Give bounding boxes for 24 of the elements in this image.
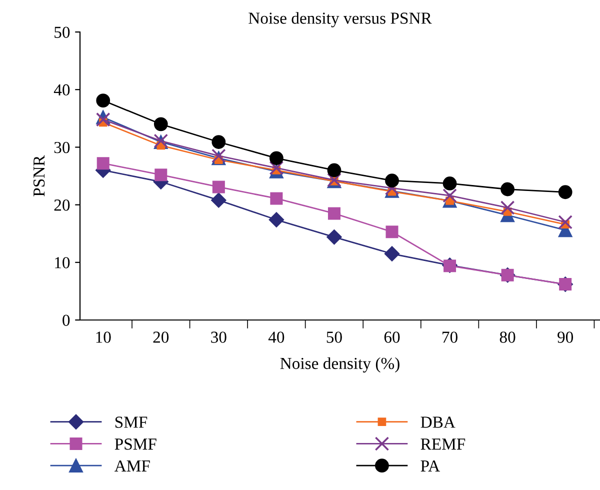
legend-label: REMF [420, 438, 466, 450]
legend-label: PA [420, 460, 440, 472]
x-tick-label: 50 [326, 332, 342, 343]
y-axis-title: PSNR [33, 155, 45, 196]
legend-label: AMF [114, 460, 150, 472]
x-axis-title: Noise density (%) [280, 357, 400, 372]
x-tick-label: 80 [500, 332, 516, 343]
y-tick-label: 40 [54, 84, 70, 96]
x-tick-label: 90 [558, 332, 574, 343]
legend-label: PSMF [114, 438, 156, 450]
y-tick-label: 0 [62, 314, 70, 326]
y-tick-label: 10 [55, 257, 70, 268]
legend-label: DBA [420, 416, 456, 428]
y-tick-label: 20 [54, 200, 70, 211]
x-tick-label: 60 [384, 332, 400, 343]
legend-label: SMF [115, 416, 148, 428]
y-tick-label: 50 [54, 26, 70, 38]
chart-title: Noise density versus PSNR [248, 12, 432, 28]
x-tick-label: 10 [96, 332, 111, 343]
x-tick-label: 70 [442, 332, 458, 343]
x-tick-label: 20 [153, 332, 169, 343]
y-tick-label: 30 [54, 142, 70, 154]
x-tick-label: 40 [268, 332, 284, 343]
x-tick-label: 30 [211, 332, 226, 343]
